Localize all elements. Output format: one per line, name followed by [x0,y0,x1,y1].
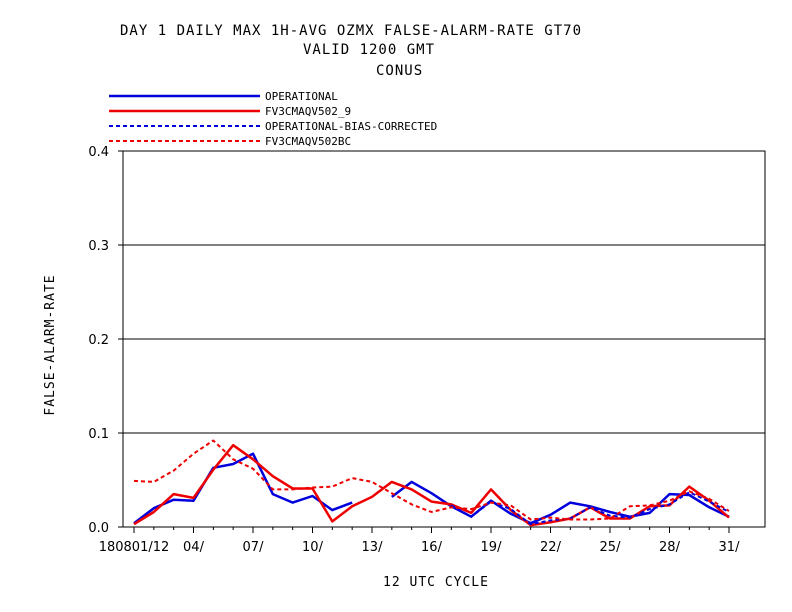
y-tick-label: 0.2 [88,333,109,348]
x-tick-label: 19/ [481,540,503,555]
x-tick-label: 28/ [659,540,681,555]
series-operational-bias-corrected [450,491,730,526]
x-tick-label: 04/ [183,540,205,555]
grid-lines [123,150,765,434]
x-tick-label: 25/ [600,540,622,555]
series-layer [133,439,730,527]
series-line [450,491,730,526]
chart-title-line-1: DAY 1 DAILY MAX 1H-AVG OZMX FALSE-ALARM-… [120,23,582,39]
x-tick-label: 07/ [243,540,265,555]
y-tick-label: 0.4 [88,145,109,160]
y-axis-ticks: 0.0 0.1 0.2 0.3 0.4 [88,145,123,536]
x-tick-label: 180801/12 [99,540,170,555]
y-tick-label: 0.3 [88,239,109,254]
chart-title-line-2: VALID 1200 GMT [303,42,435,58]
series-line [133,443,730,527]
x-tick-label: 16/ [421,540,443,555]
series-line [133,452,353,525]
x-tick-label: 31/ [719,540,741,555]
series-line [133,439,730,521]
x-tick-label: 10/ [302,540,324,555]
y-tick-label: 0.0 [88,521,109,536]
series-fv3cmaqv502-9 [133,443,730,527]
chart-title-line-3: CONUS [376,63,423,79]
x-axis-ticks: 180801/12 04/07/10/13/16/19/22/25/28/31/ [99,527,740,555]
x-axis-label: 12 UTC CYCLE [383,575,489,590]
legend-label: OPERATIONAL [265,90,338,103]
legend-label: FV3CMAQV502_9 [265,105,351,118]
series-fv3cmaqv502bc [133,439,730,521]
legend-label: OPERATIONAL-BIAS-CORRECTED [265,120,437,133]
legend: OPERATIONAL FV3CMAQV502_9 OPERATIONAL-BIAS… [109,90,437,148]
x-tick-label: 22/ [540,540,562,555]
y-axis-label: FALSE-ALARM-RATE [43,274,58,415]
legend-label: FV3CMAQV502BC [265,135,351,148]
y-tick-label: 0.1 [88,427,109,442]
x-tick-label: 13/ [362,540,384,555]
